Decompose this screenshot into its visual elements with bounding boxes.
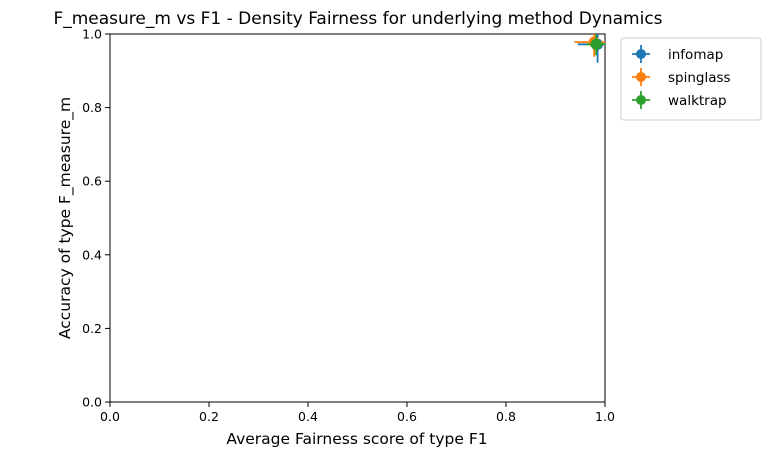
legend-label: spinglass — [668, 70, 731, 86]
y-tick-label: 0.0 — [82, 395, 102, 410]
legend-marker — [636, 95, 646, 105]
x-tick-label: 0.6 — [397, 409, 417, 424]
data-point — [590, 38, 602, 50]
series-walktrap — [586, 34, 605, 56]
legend-label: infomap — [668, 47, 723, 63]
chart-title: F_measure_m vs F1 - Density Fairness for… — [53, 9, 662, 29]
y-tick-label: 0.6 — [82, 174, 102, 189]
x-axis: 0.0 0.2 0.4 0.6 0.8 1.0 — [100, 402, 615, 424]
legend-entry-spinglass: spinglass — [632, 68, 731, 86]
legend-frame — [620, 37, 762, 121]
y-tick-label: 1.0 — [82, 27, 102, 42]
axes-frame — [109, 33, 606, 403]
y-tick-label: 0.4 — [82, 247, 102, 262]
y-axis-label: Accuracy of type F_measure_m — [56, 97, 75, 339]
x-tick-label: 1.0 — [595, 409, 615, 424]
x-axis-label: Average Fairness score of type F1 — [226, 430, 487, 448]
legend-entry-infomap: infomap — [632, 45, 723, 63]
x-tick-label: 0.0 — [100, 409, 120, 424]
x-tick-label: 0.8 — [496, 409, 516, 424]
legend-marker — [636, 72, 646, 82]
legend-marker — [636, 49, 646, 59]
legend: infomap spinglass walktrap — [620, 37, 762, 121]
y-tick-label: 0.2 — [82, 321, 102, 336]
data-markers — [574, 34, 605, 63]
plot-area — [109, 33, 606, 403]
y-tick-label: 0.8 — [82, 100, 102, 115]
y-axis: 0.0 0.2 0.4 0.6 0.8 1.0 — [82, 27, 110, 410]
x-tick-label: 0.2 — [199, 409, 219, 424]
legend-entry-walktrap: walktrap — [632, 91, 727, 109]
legend-label: walktrap — [668, 93, 727, 109]
x-tick-label: 0.4 — [298, 409, 318, 424]
